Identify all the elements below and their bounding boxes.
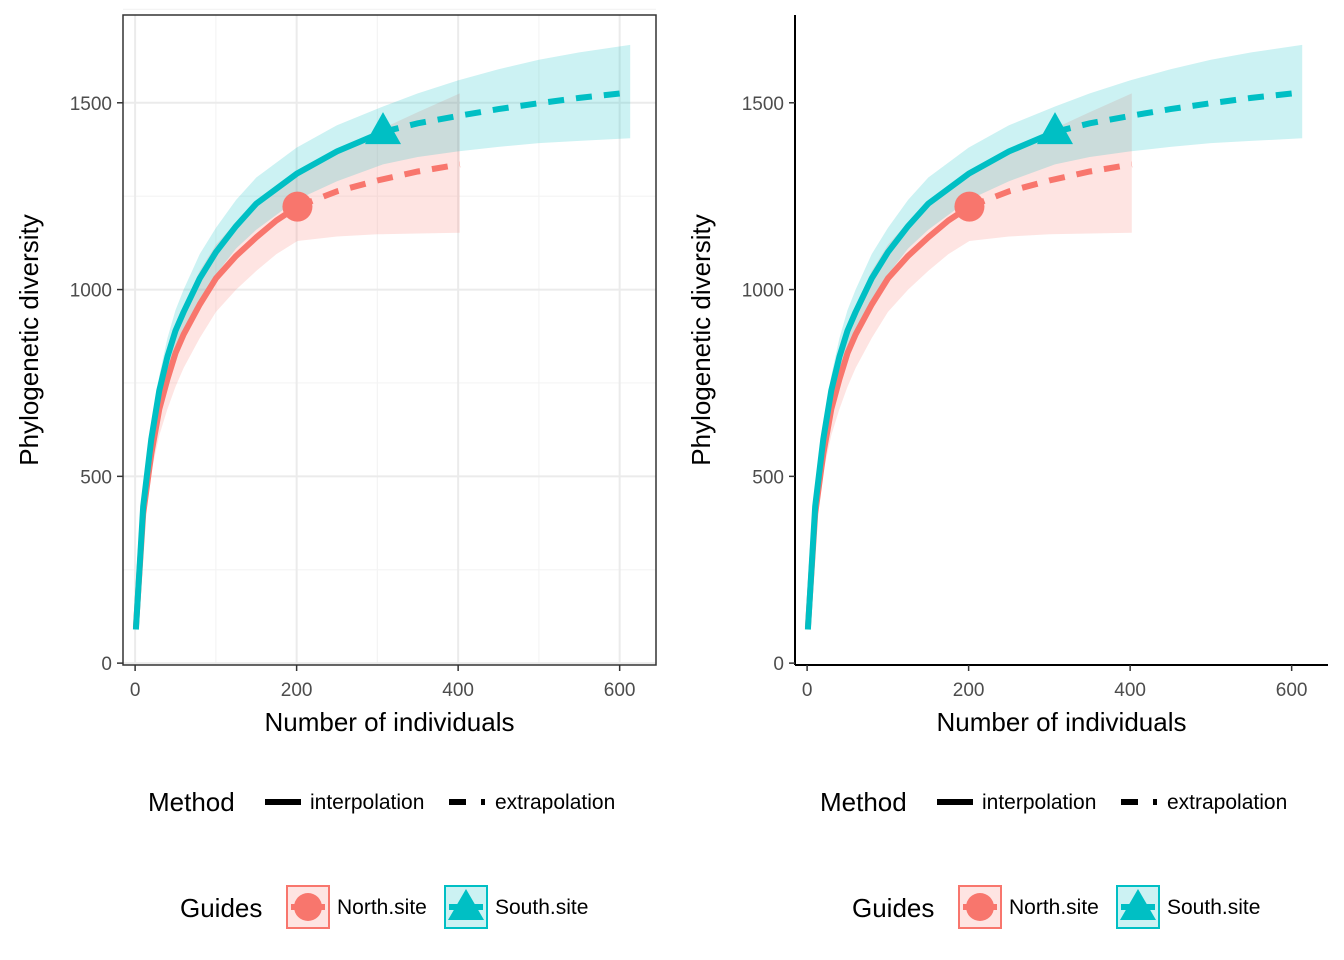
observed-point-north-site [954, 191, 985, 222]
legend-method-title: Method [148, 787, 235, 817]
legend-guides: Guides North.site South.site [852, 885, 1260, 929]
observed-point-south-site [365, 112, 401, 145]
legend-method: Method interpolation extrapolation [820, 787, 1287, 817]
observed-point-south-site [1037, 112, 1073, 145]
legend-key-north-marker [966, 893, 994, 921]
interpolation-line-south-site [804, 129, 1057, 630]
legend-method-extrapolation: extrapolation [495, 791, 615, 814]
observed-point-north-site [282, 191, 313, 222]
y-tick-label: 0 [773, 654, 784, 675]
x-tick-label: 200 [281, 680, 313, 701]
extrapolation-line-north-site [296, 161, 461, 210]
x-tick-label: 200 [953, 680, 985, 701]
y-tick-label: 1500 [70, 94, 112, 115]
y-axis-title: Phylogenetic diversity [14, 214, 44, 465]
chart-panel-2: 0 200 400 600 0 500 1000 1500 Number of individu… [686, 15, 1328, 929]
legend-guides: Guides North.site South.site [180, 885, 588, 929]
x-tick-label: 400 [442, 680, 474, 701]
y-tick-label: 0 [101, 654, 112, 675]
confidence-band-south-site [135, 44, 631, 632]
interpolation-line-south-site [132, 129, 385, 630]
extrapolation-line-south-site [1054, 89, 1303, 135]
y-tick-label: 1000 [70, 281, 112, 302]
legend-key-south-marker [1120, 889, 1156, 920]
x-tick-label: 600 [604, 680, 636, 701]
x-axis-title: Number of individuals [264, 707, 514, 737]
legend-guides-title: Guides [852, 893, 934, 923]
confidence-band-north-site [135, 93, 460, 630]
legend-method-interpolation: interpolation [310, 791, 424, 814]
panel-border [122, 14, 657, 666]
legend-method-extrapolation: extrapolation [1167, 791, 1287, 814]
grid [123, 8, 656, 665]
legend-guides-north: North.site [337, 896, 427, 919]
legend-method: Method interpolation extrapolation [148, 787, 615, 817]
legend-guides-south: South.site [1167, 896, 1260, 919]
x-tick-label: 600 [1276, 680, 1308, 701]
x-tick-label: 400 [1114, 680, 1146, 701]
legend-guides-north: North.site [1009, 896, 1099, 919]
legend-method-interpolation: interpolation [982, 791, 1096, 814]
extrapolation-line-south-site [382, 89, 631, 135]
x-axis-title: Number of individuals [936, 707, 1186, 737]
legend-key-north-marker [294, 893, 322, 921]
chart-panel-1: 0 200 400 600 0 500 1000 1500 Number of individu… [14, 8, 657, 929]
y-tick-label: 1500 [742, 94, 784, 115]
legend-guides-title: Guides [180, 893, 262, 923]
legend-method-title: Method [820, 787, 907, 817]
y-axis-title: Phylogenetic diversity [686, 214, 716, 465]
x-tick-label: 0 [130, 680, 141, 701]
x-tick-label: 0 [802, 680, 813, 701]
extrapolation-line-north-site [968, 161, 1133, 210]
y-tick-label: 1000 [742, 281, 784, 302]
confidence-band-north-site [807, 93, 1132, 630]
legend-guides-south: South.site [495, 896, 588, 919]
legend-key-south-marker [448, 889, 484, 920]
y-tick-label: 500 [80, 467, 112, 488]
y-tick-label: 500 [752, 467, 784, 488]
confidence-band-south-site [807, 44, 1303, 632]
